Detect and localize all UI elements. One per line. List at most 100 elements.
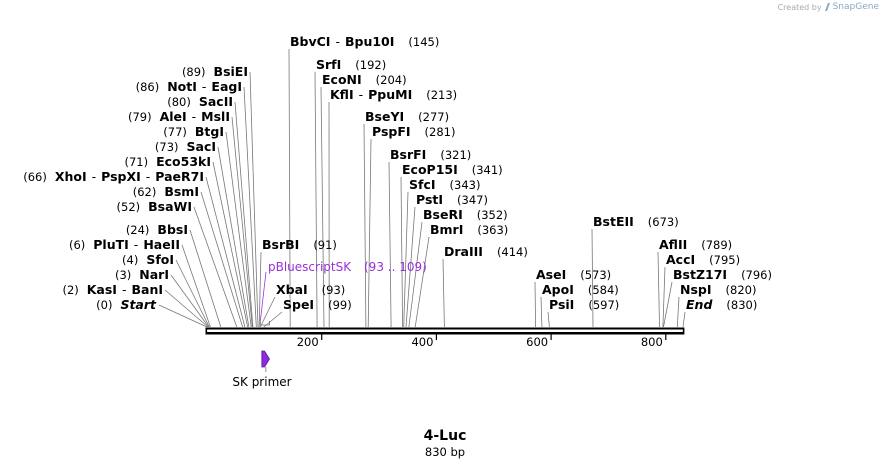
site-leader-sfci xyxy=(403,191,409,328)
pbluescriptsk-region[interactable]: pBluescriptSK (93 .. 109) xyxy=(259,260,427,326)
site-name-separator: - xyxy=(359,87,364,102)
site-name-pluti: PluTI xyxy=(93,237,129,252)
site-leader-bsawi xyxy=(193,206,238,328)
primer-arrow-icon xyxy=(261,350,270,368)
site-leader-bsrbi xyxy=(258,251,262,328)
site-label-acci[interactable]: AccI (795) xyxy=(666,252,740,267)
site-label-bsawi[interactable]: (52) BsaWI xyxy=(117,199,192,214)
site-label-noti[interactable]: (86) NotI - EagI xyxy=(136,79,242,94)
site-position-nspi: (820) xyxy=(726,283,757,297)
site-label-bsteii[interactable]: BstEII (673) xyxy=(593,214,679,229)
site-labels: BbvCI - Bpu10I (145) SrfI (192)EcoNI (204)KflI… xyxy=(23,34,772,312)
site-name-bstz17i: BstZ17I xyxy=(673,267,727,282)
site-label-bmri[interactable]: BmrI (363) xyxy=(430,222,508,237)
site-label-bsrbi[interactable]: BsrBI (91) xyxy=(262,237,337,252)
site-name-end: End xyxy=(686,297,713,312)
site-label-draiii[interactable]: DraIII (414) xyxy=(444,244,528,259)
site-label-asei[interactable]: AseI (573) xyxy=(536,267,611,282)
site-label-kfli[interactable]: KflI - PpuMI (213) xyxy=(330,87,457,102)
site-position-sfci: (343) xyxy=(450,178,481,192)
site-label-bbvci[interactable]: BbvCI - Bpu10I (145) xyxy=(290,34,439,49)
site-name-sfci: SfcI xyxy=(409,177,436,192)
site-label-pspfi[interactable]: PspFI (281) xyxy=(372,124,455,139)
site-name-psii: PsiI xyxy=(549,297,574,312)
site-name-separator: - xyxy=(122,282,127,297)
sequence-length: 830 bp xyxy=(424,445,466,459)
site-leader-srfi xyxy=(314,71,318,328)
site-position-xbai: (93) xyxy=(322,283,346,297)
site-name-eco53ki: Eco53kI xyxy=(156,154,211,169)
site-label-pluti[interactable]: (6) PluTI - HaeII xyxy=(69,237,180,252)
site-label-saci[interactable]: (73) SacI xyxy=(155,139,216,154)
site-name-btgi: BtgI xyxy=(195,124,224,139)
site-label-econi[interactable]: EcoNI (204) xyxy=(322,72,407,87)
created-by-text: Created by xyxy=(777,2,822,12)
site-label-sfci[interactable]: SfcI (343) xyxy=(409,177,480,192)
site-label-psti[interactable]: PstI (347) xyxy=(416,192,488,207)
site-leaders xyxy=(158,48,686,328)
site-name-ppumi: PpuMI xyxy=(368,87,412,102)
site-label-nspi[interactable]: NspI (820) xyxy=(680,282,756,297)
site-label-xbai[interactable]: XbaI (93) xyxy=(276,282,345,297)
site-name-bsrbi: BsrBI xyxy=(262,237,299,252)
site-leader-bmri xyxy=(414,236,430,328)
site-label-nari[interactable]: (3) NarI xyxy=(115,267,169,282)
site-name-bpu10i: Bpu10I xyxy=(345,34,394,49)
site-label-sacii[interactable]: (80) SacII xyxy=(167,94,233,109)
region-name: pBluescriptSK xyxy=(268,260,352,274)
site-label-xhoi[interactable]: (66) XhoI - PspXI - PaeR7I xyxy=(23,169,204,184)
site-position-bsawi: (52) xyxy=(117,200,141,214)
site-label-bstz17i[interactable]: BstZ17I (796) xyxy=(673,267,772,282)
site-leader-bbsi xyxy=(189,229,222,328)
site-position-spei: (99) xyxy=(328,298,352,312)
backbone-left-end xyxy=(205,327,208,335)
snapgene-logo-icon xyxy=(824,3,830,11)
site-label-sfoi[interactable]: (4) SfoI xyxy=(122,252,174,267)
site-position-noti: (86) xyxy=(136,80,160,94)
site-label-eco53ki[interactable]: (71) Eco53kI xyxy=(124,154,211,169)
site-position-bmri: (363) xyxy=(477,223,508,237)
site-name-xhoi: XhoI xyxy=(55,169,87,184)
site-name-aflii: AflII xyxy=(659,237,687,252)
site-name-pspfi: PspFI xyxy=(372,124,411,139)
site-label-bsrfi[interactable]: BsrFI (321) xyxy=(390,147,471,162)
site-leader-asei xyxy=(534,281,536,328)
backbone-bottom-strand xyxy=(207,332,684,335)
site-leader-xhoi xyxy=(205,176,246,328)
site-label-kasi[interactable]: (2) KasI - BanI xyxy=(62,282,163,297)
site-label-apoi[interactable]: ApoI (584) xyxy=(542,282,619,297)
site-label-aflii[interactable]: AflII (789) xyxy=(659,237,732,252)
site-name-bbvci: BbvCI xyxy=(290,34,330,49)
site-label-bseri[interactable]: BseRI (352) xyxy=(423,207,508,222)
site-name-asei: AseI xyxy=(536,267,566,282)
site-label-spei[interactable]: SpeI (99) xyxy=(283,297,352,312)
axis-tick-label: 800 xyxy=(641,335,663,349)
site-position-apoi: (584) xyxy=(588,283,619,297)
site-label-btgi[interactable]: (77) BtgI xyxy=(163,124,224,139)
site-label-bbsi[interactable]: (24) BbsI xyxy=(126,222,188,237)
site-leader-psii xyxy=(547,311,550,328)
site-name-separator: - xyxy=(92,169,97,184)
sk-primer-feature[interactable]: SK primer xyxy=(232,350,292,389)
site-label-psii[interactable]: PsiI (597) xyxy=(549,297,619,312)
region-bracket xyxy=(259,321,270,326)
site-leader-econi xyxy=(320,86,325,328)
site-label-alei[interactable]: (79) AleI - MslI xyxy=(128,109,230,124)
site-position-saci: (73) xyxy=(155,140,179,154)
site-position-eco53ki: (71) xyxy=(124,155,148,169)
site-label-srfi[interactable]: SrfI (192) xyxy=(316,57,386,72)
sequence-name: 4-Luc xyxy=(423,428,467,444)
site-name-kfli: KflI xyxy=(330,87,354,102)
site-label-end[interactable]: End (830) xyxy=(686,297,757,312)
site-label-ecop15i[interactable]: EcoP15I (341) xyxy=(402,162,503,177)
site-label-start[interactable]: (0) Start xyxy=(96,297,157,312)
site-name-draiii: DraIII xyxy=(444,244,483,259)
site-label-bsmi[interactable]: (62) BsmI xyxy=(133,184,199,199)
site-position-pluti: (6) xyxy=(69,238,85,252)
site-position-econi: (204) xyxy=(376,73,407,87)
site-leader-bsrfi xyxy=(388,161,392,328)
site-position-psii: (597) xyxy=(588,298,619,312)
site-label-bseyi[interactable]: BseYI (277) xyxy=(365,109,449,124)
site-name-separator: - xyxy=(192,109,197,124)
site-label-bsiei[interactable]: (89) BsiEI xyxy=(182,64,248,79)
